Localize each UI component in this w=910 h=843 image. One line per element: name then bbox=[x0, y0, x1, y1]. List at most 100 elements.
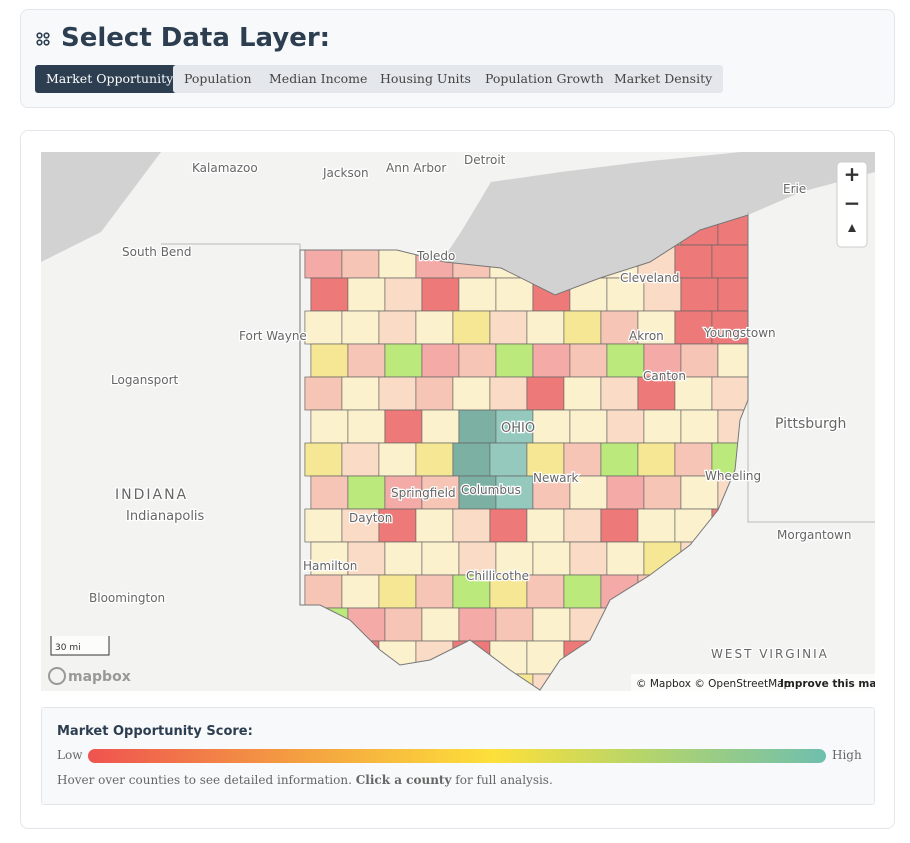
legend-high: High bbox=[832, 748, 862, 762]
map-label: INDIANA bbox=[115, 487, 188, 503]
county bbox=[347, 277, 386, 312]
county bbox=[606, 343, 645, 378]
county bbox=[421, 277, 460, 312]
layer-button[interactable]: Market Density bbox=[603, 65, 724, 93]
county bbox=[458, 277, 497, 312]
legend: Market Opportunity Score: Low High Hover… bbox=[41, 707, 875, 805]
mapbox-logo[interactable]: mapbox bbox=[68, 669, 131, 685]
county bbox=[569, 409, 608, 444]
county bbox=[495, 607, 534, 642]
county bbox=[452, 310, 491, 345]
county bbox=[310, 475, 349, 510]
map-label: Hamilton bbox=[303, 559, 357, 573]
map-label: Cleveland bbox=[620, 271, 680, 285]
layer-button[interactable]: Population Growth bbox=[474, 65, 615, 93]
county bbox=[680, 343, 719, 378]
county bbox=[674, 244, 713, 279]
county bbox=[526, 310, 565, 345]
legend-low: Low bbox=[57, 748, 83, 762]
map-label: Canton bbox=[643, 369, 686, 383]
county bbox=[310, 541, 349, 576]
map-label: Springfield bbox=[391, 486, 456, 500]
county bbox=[495, 541, 534, 576]
county bbox=[717, 343, 748, 378]
county bbox=[680, 409, 719, 444]
county bbox=[304, 574, 343, 609]
county bbox=[600, 508, 639, 543]
county bbox=[526, 508, 565, 543]
layer-button[interactable]: Median Income bbox=[258, 65, 379, 93]
county bbox=[384, 343, 423, 378]
map-label: Youngstown bbox=[703, 326, 776, 340]
map-label: Detroit bbox=[464, 153, 506, 167]
county bbox=[606, 409, 645, 444]
county bbox=[415, 508, 454, 543]
map-label: Erie bbox=[783, 182, 806, 196]
county bbox=[526, 376, 565, 411]
county bbox=[563, 574, 602, 609]
county bbox=[643, 277, 682, 312]
county bbox=[452, 508, 491, 543]
county bbox=[378, 376, 417, 411]
county bbox=[563, 310, 602, 345]
hint-text: Hover over counties to see detailed info… bbox=[57, 773, 352, 787]
county bbox=[458, 343, 497, 378]
scale-label: 30 mi bbox=[55, 643, 81, 653]
county bbox=[304, 508, 343, 543]
hint-bold: Click a county bbox=[355, 773, 452, 787]
map-label: Indianapolis bbox=[126, 509, 205, 524]
county bbox=[310, 277, 349, 312]
map-label: Newark bbox=[533, 471, 578, 485]
county bbox=[532, 343, 571, 378]
legend-title: Market Opportunity Score: bbox=[57, 724, 253, 739]
county bbox=[680, 277, 719, 312]
map-label: OHIO bbox=[501, 421, 535, 436]
county bbox=[680, 475, 719, 510]
county bbox=[304, 310, 343, 345]
county bbox=[341, 442, 380, 477]
county bbox=[458, 475, 497, 510]
map-label: Ann Arbor bbox=[386, 161, 446, 175]
county bbox=[384, 409, 423, 444]
county bbox=[384, 541, 423, 576]
improve-link[interactable]: Improve this map bbox=[780, 678, 875, 690]
county bbox=[637, 442, 676, 477]
layer-button[interactable]: Population bbox=[173, 65, 263, 93]
map[interactable]: Kalamazoo Jackson Ann Arbor Detroit Erie Sout… bbox=[41, 152, 875, 691]
grid-icon bbox=[36, 32, 50, 46]
legend-gradient bbox=[88, 749, 826, 763]
layer-button[interactable]: Market Opportunity bbox=[35, 65, 185, 93]
county bbox=[563, 442, 602, 477]
county bbox=[606, 277, 645, 312]
county bbox=[600, 376, 639, 411]
county bbox=[606, 475, 645, 510]
county bbox=[310, 409, 349, 444]
county bbox=[415, 442, 454, 477]
county bbox=[532, 409, 571, 444]
county bbox=[341, 310, 380, 345]
county bbox=[341, 376, 380, 411]
county bbox=[378, 574, 417, 609]
county bbox=[526, 574, 565, 609]
county bbox=[489, 442, 528, 477]
compass[interactable] bbox=[848, 224, 856, 232]
county bbox=[569, 541, 608, 576]
county bbox=[421, 607, 460, 642]
county bbox=[421, 409, 460, 444]
county bbox=[600, 310, 639, 345]
hint-end: for full analysis. bbox=[455, 773, 553, 787]
county bbox=[489, 508, 528, 543]
zoom-in[interactable]: + bbox=[844, 162, 861, 186]
county bbox=[421, 541, 460, 576]
county bbox=[532, 607, 571, 642]
zoom-out[interactable]: − bbox=[844, 191, 861, 215]
county bbox=[384, 607, 423, 642]
attribution[interactable]: © Mapbox © OpenStreetMap bbox=[636, 678, 791, 690]
map-label: WEST VIRGINIA bbox=[711, 647, 829, 661]
county bbox=[310, 343, 349, 378]
map-label: Dayton bbox=[349, 511, 392, 525]
county bbox=[563, 508, 602, 543]
county bbox=[489, 574, 528, 609]
layer-button[interactable]: Housing Units bbox=[369, 65, 482, 93]
